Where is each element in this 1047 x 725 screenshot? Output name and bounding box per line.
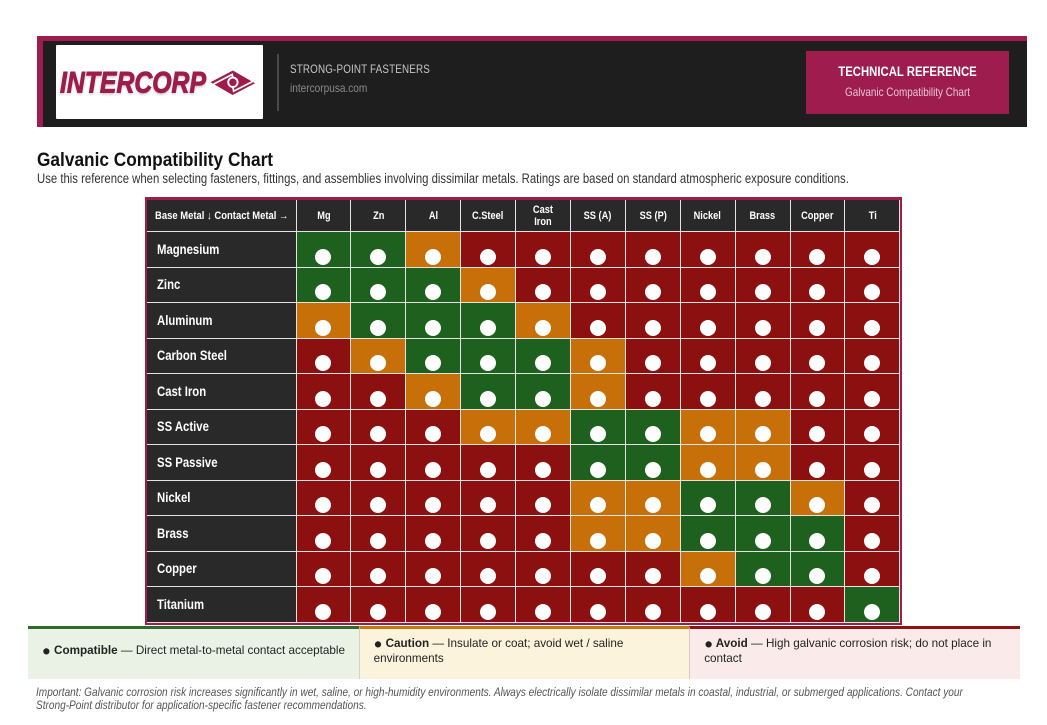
svg-text:INTERCORP: INTERCORP [60,67,206,100]
svg-text:INTERCORP: INTERCORP [60,69,206,102]
